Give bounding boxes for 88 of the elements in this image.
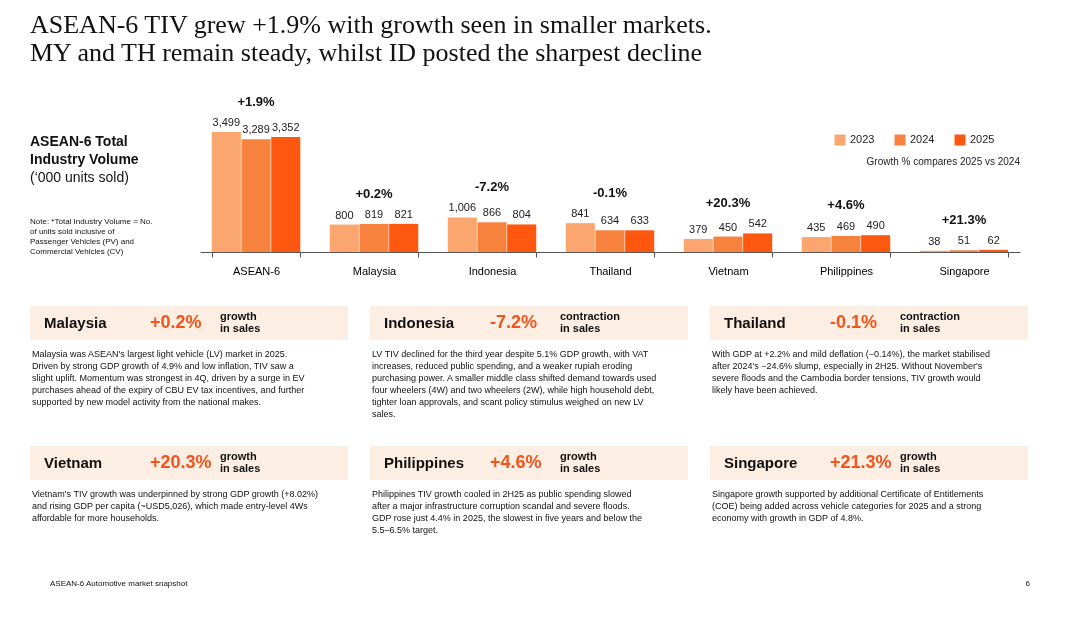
text: ASEAN-6 Total Industry Volume: [30, 133, 139, 167]
text: 6: [1025, 579, 1031, 588]
bar: [831, 235, 861, 252]
bar: [389, 223, 419, 252]
data-label: 3,352: [271, 121, 300, 134]
bar: [477, 222, 507, 252]
bar: [359, 223, 389, 252]
data-label: 435: [807, 221, 826, 234]
data-label: 3,499: [212, 116, 241, 128]
data-label: 819: [364, 207, 384, 220]
bar: [329, 224, 359, 252]
data-label: 38: [928, 234, 941, 247]
data-label: 1,006: [448, 201, 477, 214]
data-label: 490: [866, 219, 885, 232]
x-tick-label: Indonesia: [468, 264, 518, 277]
x-tick-label: Thailand: [589, 264, 632, 277]
bar: [565, 223, 595, 252]
text: Philippines TIV growth cooled in 2H25 as public spending slowed after a major infrastructure corruption scandal and severe floods. GDP rose just 4.4% in 2025, the slowest in five years and below the 5.5–6.5% target.: [372, 489, 642, 535]
annotation: +21.3%: [941, 211, 987, 227]
text: contraction in sales: [900, 310, 961, 334]
text: Singapore growth supported by additional Certificate of Entitlements (COE) being added across vehicle categories for 2025 and a strong economy with growth in GDP of 4.8%.: [712, 489, 984, 523]
text: With GDP at +2.2% and mild deflation (−0.14%), the market stabilised after 2024's −24.6% slump, especially in 2H25. Without November's severe floods and the Cambodia border tensions, TIV growth would likely have been achieved.: [712, 349, 990, 395]
bar: [507, 224, 537, 252]
annotation: +20.3%: [705, 195, 751, 211]
bar: [211, 132, 241, 252]
data-label: 633: [630, 214, 649, 227]
text: growth in sales: [220, 310, 261, 334]
annotation: -7.2%: [475, 179, 510, 195]
data-label: 379: [689, 223, 708, 235]
bar: [271, 137, 301, 252]
text: +0.2%: [150, 312, 202, 332]
text: +1.9%: [237, 94, 276, 109]
data-label: 542: [748, 217, 767, 230]
bar: [801, 237, 831, 252]
text: Thailand: [724, 314, 786, 331]
x-tick-label: Malaysia: [352, 264, 398, 277]
text: growth in sales: [560, 450, 601, 474]
text: ASEAN-6 Automotive market snapshot: [50, 579, 189, 588]
data-label: 634: [600, 214, 620, 227]
x-tick-label: ASEAN-6: [233, 264, 281, 277]
data-label: 841: [571, 207, 590, 220]
text: Philippines: [384, 454, 465, 471]
annotation: +4.6%: [827, 197, 866, 213]
text: -0.1%: [830, 312, 878, 332]
text: Singapore: [724, 454, 798, 471]
legend-label: 2024: [910, 133, 935, 145]
text: +20.3%: [150, 452, 212, 472]
text: +21.3%: [830, 452, 892, 472]
legend-label: 2025: [970, 133, 995, 145]
bar: [625, 230, 655, 252]
data-label: 821: [394, 207, 413, 220]
data-label: 51: [957, 234, 971, 247]
annotation: +0.2%: [355, 185, 394, 201]
bar: [743, 233, 773, 252]
bar: [861, 235, 891, 252]
x-tick-label: Singapore: [939, 264, 990, 277]
text: growth in sales: [900, 450, 941, 474]
text: Malaysia was ASEAN's largest light vehicle (LV) market in 2025. Driven by strong GDP growth of 4.9% and low inflation, TIV saw a slight uplift. Momentum was strongest in 4Q, driven by a surge in EV purchases ahead of the expiry of CBU EV tax incentives, and further supported by new model activity from the national makes.: [32, 349, 305, 407]
data-label: 469: [836, 219, 856, 232]
data-label: 804: [512, 208, 531, 221]
text: Malaysia: [44, 314, 108, 331]
text: growth in sales: [220, 450, 261, 474]
annotation: Growth % compares 2025 vs 2024: [866, 156, 1021, 167]
bar: [447, 217, 477, 252]
y-axis-title: (‘000 units sold): [30, 169, 129, 185]
x-tick-label: Vietnam: [708, 264, 749, 277]
text: +4.6%: [490, 452, 542, 472]
legend-label: 2023: [850, 133, 875, 145]
bar: [683, 239, 713, 252]
data-label: 800: [335, 208, 354, 221]
data-label: 866: [482, 206, 502, 219]
x-tick-label: Philippines: [819, 264, 874, 277]
annotation: -0.1%: [593, 185, 628, 201]
data-label: 450: [718, 220, 738, 233]
data-label: 62: [987, 233, 1000, 246]
text: Vietnam's TIV growth was underpinned by strong GDP growth (+8.02%) and rising GDP per capita (~USD5,026), which made entry-level 4Ws affordable for more households.: [32, 489, 319, 523]
text: contraction in sales: [560, 310, 621, 334]
bar: [979, 249, 1009, 252]
text: Note: *Total Industry Volume = No. of units sold inclusive of Passenger Vehicles (PV) and Commercial Vehicles (CV): [30, 217, 153, 256]
data-label: 3,289: [242, 123, 270, 136]
text: -7.2%: [490, 312, 538, 332]
chart-title: ASEAN-6 TIV grew +1.9% with growth seen in smaller markets. MY and TH remain steady, whilst ID posted the sharpest decline: [30, 10, 712, 67]
text: Indonesia: [384, 314, 455, 331]
bar: [713, 236, 743, 252]
text: Vietnam: [44, 454, 103, 471]
bar: [241, 139, 271, 252]
text: LV TIV declined for the third year despite 5.1% GDP growth, with VAT increases, reduced public spending, and a weaker rupiah eroding purchasing power. A smaller middle class shifted demand towards used four wheelers (4W) and two wheelers (2W), while high household debt, tighter loan approvals, and scant policy stimulus weighed on new LV sales.: [372, 349, 657, 419]
bar: [595, 230, 625, 252]
